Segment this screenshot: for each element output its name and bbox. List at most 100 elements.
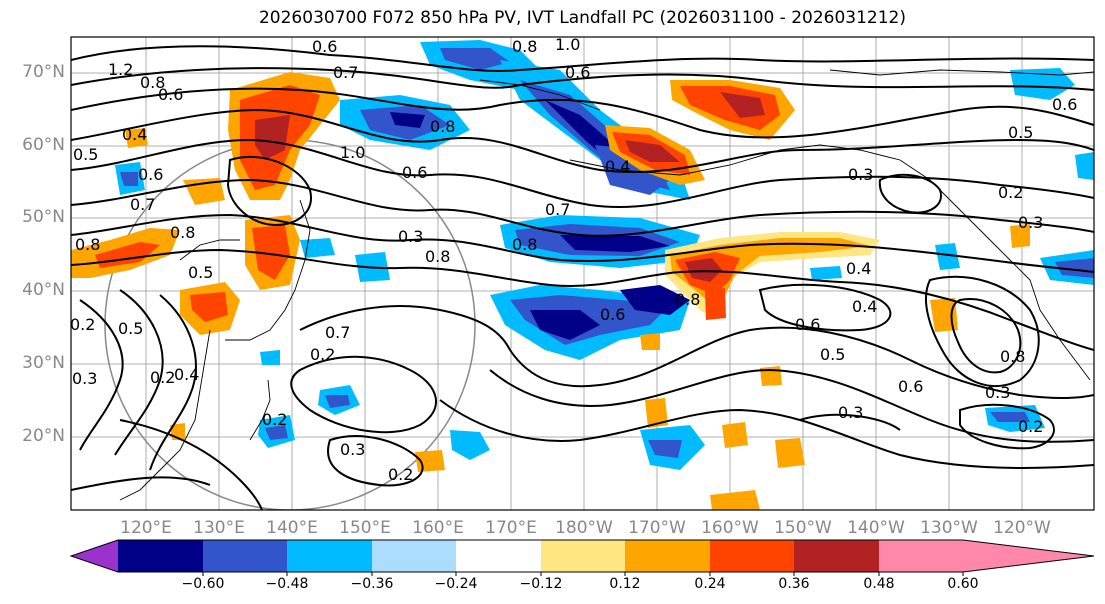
contour-label: 0.6 (312, 37, 337, 56)
contour-label: 0.3 (340, 440, 365, 459)
lon-label: 130°E (193, 518, 245, 538)
contour-label: 0.7 (333, 63, 358, 82)
colorbar-segment (287, 540, 372, 572)
contour-label: 0.6 (1052, 95, 1077, 114)
contour-label: 1.2 (108, 60, 133, 79)
contour-label: 0.6 (402, 163, 427, 182)
lon-label: 120°E (120, 518, 172, 538)
contour-label: 0.2 (998, 183, 1023, 202)
contour-label: 0.2 (70, 315, 95, 334)
colorbar (69, 539, 1095, 576)
colorbar-segment (118, 540, 203, 572)
contour-label: 0.3 (1018, 213, 1043, 232)
lon-label: 160°W (701, 518, 759, 538)
lon-label: 130°W (920, 518, 978, 538)
contour-label: 0.2 (262, 410, 287, 429)
contour-label: 0.8 (430, 117, 455, 136)
colorbar-tick-label: −0.24 (434, 576, 478, 592)
colorbar-tick-label: 0.12 (609, 576, 641, 592)
contour-label: 0.4 (174, 365, 199, 384)
lat-label: 40°N (22, 280, 65, 300)
contour-label: 0.8 (140, 73, 165, 92)
lon-label: 170°W (628, 518, 686, 538)
contour-label: 0.8 (75, 235, 100, 254)
lat-label: 50°N (22, 207, 65, 227)
contour-label: 0.6 (158, 85, 183, 104)
colorbar-segment (794, 540, 879, 572)
contour-label: 0.8 (512, 37, 537, 56)
colorbar-segment (372, 540, 456, 572)
contour-label: 0.6 (795, 315, 820, 334)
contour-label: 0.5 (1008, 123, 1033, 142)
contour-label: 0.5 (820, 345, 845, 364)
contour-label: 0.7 (130, 195, 155, 214)
contour-label: 0.6 (138, 165, 163, 184)
lon-label: 160°E (412, 518, 464, 538)
colorbar-extend-right (963, 540, 1094, 572)
contour-label: 0.2 (388, 465, 413, 484)
contour-label: 0.5 (73, 145, 98, 164)
lon-label: 170°E (485, 518, 537, 538)
colorbar-segment (879, 540, 963, 572)
colorbar-tick-label: −0.48 (265, 576, 309, 592)
lon-label: 140°E (266, 518, 318, 538)
contour-label: 0.2 (1018, 417, 1043, 436)
contour-label: 1.0 (340, 143, 365, 162)
lat-label: 70°N (22, 62, 65, 82)
contour-label: 0.5 (118, 319, 143, 338)
coastlines (119, 69, 1094, 501)
colorbar-tick-label: 0.36 (778, 576, 810, 592)
colorbar-tick-label: 0.60 (947, 576, 979, 592)
contour-label: 0.7 (325, 323, 350, 342)
map-border (70, 36, 1095, 511)
contour-label: 0.8 (1000, 347, 1025, 366)
contour-label: 0.5 (188, 263, 213, 282)
contour-labels: 0.6 1.0 0.8 0.6 0.7 1.2 0.8 0.6 0.4 0.5 … (70, 35, 1077, 484)
contour-label: 0.3 (848, 165, 873, 184)
lat-label: 20°N (22, 426, 65, 446)
colorbar-segment (625, 540, 710, 572)
colorbar-segment (710, 540, 794, 572)
contour-label: 0.4 (846, 259, 871, 278)
contour-label: 0.3 (398, 227, 423, 246)
colorbar-tick-label: −0.36 (350, 576, 394, 592)
lon-label: 150°W (774, 518, 832, 538)
lat-label: 30°N (22, 353, 65, 373)
map-panel: 0.6 1.0 0.8 0.6 0.7 1.2 0.8 0.6 0.4 0.5 … (70, 35, 1094, 510)
shading-positive (71, 72, 1030, 510)
contour-label: 0.4 (605, 157, 630, 176)
colorbar-outline (69, 539, 1095, 573)
lon-label: 140°W (847, 518, 905, 538)
contour-label: 0.8 (425, 247, 450, 266)
colorbar-tick-label: −0.12 (519, 576, 563, 592)
colorbar-segment (456, 540, 541, 572)
contour-label: 0.7 (545, 200, 570, 219)
contour-label: 0.6 (600, 305, 625, 324)
colorbar-tick-label: 0.48 (863, 576, 895, 592)
contour-label: 0.4 (852, 297, 877, 316)
colorbar-extend-left (71, 540, 118, 572)
lat-label: 60°N (22, 135, 65, 155)
contour-label: 0.8 (512, 235, 537, 254)
contour-label: 0.6 (565, 63, 590, 82)
contour-label: 0.2 (150, 368, 175, 387)
contour-label: 0.6 (898, 377, 923, 396)
map-title: 2026030700 F072 850 hPa PV, IVT Landfall… (258, 8, 906, 28)
lon-label: 120°W (993, 518, 1051, 538)
lon-label: 180°W (555, 518, 613, 538)
contour-label: 0.4 (122, 125, 147, 144)
contour-label: 0.8 (675, 290, 700, 309)
contour-label: 1.0 (555, 35, 580, 54)
lon-label: 150°E (339, 518, 391, 538)
colorbar-tick-label: 0.24 (694, 576, 726, 592)
contour-label: 0.8 (170, 223, 195, 242)
contour-label: 0.3 (72, 369, 97, 388)
colorbar-segment (203, 540, 287, 572)
pv-contours (71, 45, 1094, 510)
contour-label: 0.2 (310, 345, 335, 364)
contour-label: 0.3 (985, 383, 1010, 402)
contour-label: 0.3 (838, 403, 863, 422)
colorbar-tick-label: −0.60 (181, 576, 225, 592)
colorbar-segment (541, 540, 625, 572)
